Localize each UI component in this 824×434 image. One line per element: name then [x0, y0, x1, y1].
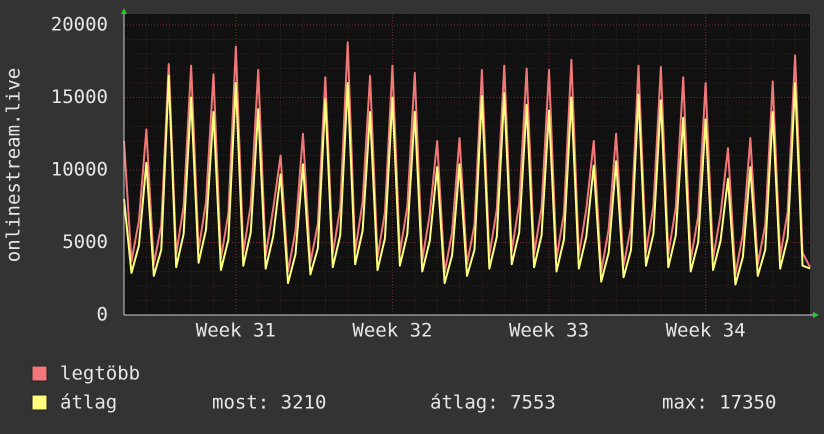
x-tick-label: Week 31	[196, 320, 276, 342]
x-tick-label: Week 32	[352, 320, 432, 342]
lines	[123, 41, 811, 286]
legend-stat: átlag: 7553	[430, 392, 556, 414]
y-tick-label: 10000	[51, 159, 108, 181]
legend-stat: max: 17350	[662, 392, 776, 414]
y-tick-label: 15000	[51, 86, 108, 108]
x-tick-label: Week 34	[666, 320, 746, 342]
labels: 0 5000 10000 15000 20000 Week 31 Week 32 Week 3…	[51, 14, 746, 342]
y-tick-label: 0	[97, 304, 108, 326]
legend: legtöbb átlag most: 3210 átlag: 7553 max: 17…	[31, 363, 776, 414]
y-axis-arrow	[121, 8, 127, 14]
legend-swatch	[31, 394, 48, 411]
x-axis-arrow	[813, 312, 819, 318]
legend-swatch	[31, 365, 48, 382]
x-tick-label: Week 33	[509, 320, 589, 342]
legend-label: legtöbb	[60, 363, 140, 385]
y-tick-label: 20000	[51, 14, 108, 36]
legend-stat: most: 3210	[212, 392, 326, 414]
series-line	[123, 74, 811, 286]
y-tick-label: 5000	[62, 231, 108, 253]
legend-label: átlag	[60, 392, 117, 414]
y-axis-label: onlinestream.live	[3, 68, 25, 262]
